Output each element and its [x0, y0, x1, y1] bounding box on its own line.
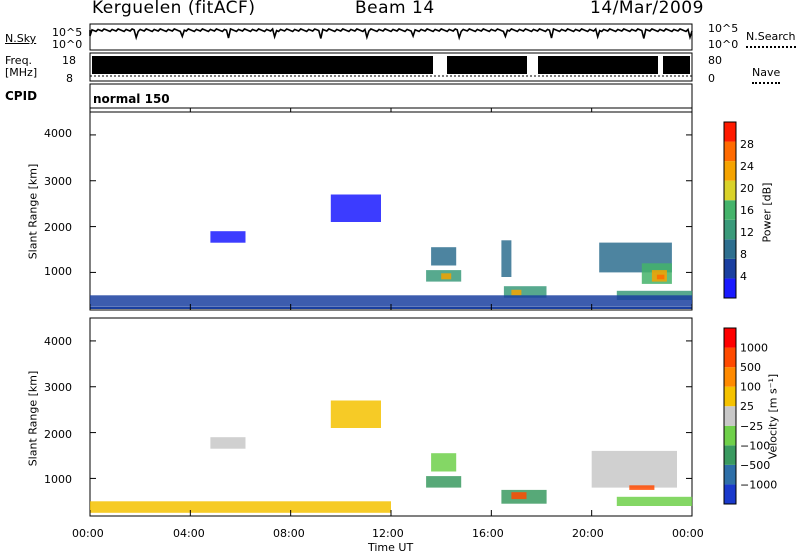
velocity-colorbar-tick-0: 1000 [740, 342, 768, 355]
station-title: Kerguelen (fitACF) [92, 0, 256, 18]
freq-block-2 [447, 56, 527, 74]
power-colorbar-seg-1 [724, 258, 736, 279]
power-colorbar-tick-0: 28 [740, 138, 754, 151]
velocity-colorbar-seg-0 [724, 484, 736, 504]
nsky-tick-low: 10^0 [52, 38, 83, 51]
xtick-2: 08:00 [273, 527, 305, 540]
velocity-cell-1 [426, 476, 462, 488]
power-cell-5 [511, 289, 522, 296]
beam-title: Beam 14 [355, 0, 435, 18]
power-colorbar-seg-0 [724, 278, 736, 298]
velocity-colorbar-seg-6 [724, 367, 736, 387]
power-colorbar-seg-6 [724, 161, 736, 181]
freq-block-4 [663, 56, 690, 74]
nsky-right-tick-low: 10^0 [708, 38, 739, 51]
velocity-colorbar-tick-5: −100 [740, 439, 770, 452]
velocity-colorbar-frame [723, 327, 737, 505]
nave-label: Nave [752, 66, 781, 84]
cpid-panel [89, 83, 693, 109]
cpid-label: CPID [5, 89, 38, 103]
power-cell-2 [441, 273, 452, 280]
freq-panel [89, 52, 693, 82]
power-cell-4 [503, 286, 547, 298]
power-colorbar-seg-8 [724, 122, 736, 142]
power-cell-11 [90, 295, 692, 307]
xtick-3: 12:00 [372, 527, 404, 540]
power-cell-9 [656, 274, 665, 280]
freq-block-3 [538, 56, 658, 74]
power-ytick-1000: 1000 [44, 265, 72, 278]
velocity-colorbar-tick-4: −25 [740, 420, 763, 433]
nsky-panel [89, 23, 693, 51]
nsky-label: N.Sky [5, 32, 37, 45]
velocity-colorbar-tick-3: 25 [740, 400, 754, 413]
velocity-colorbar-tick-6: −500 [740, 459, 770, 472]
velocity-colorbar-seg-7 [724, 347, 736, 368]
xtick-0: 00:00 [72, 527, 104, 540]
velocity-ytick-3000: 3000 [44, 381, 72, 394]
power-cell-0 [431, 247, 457, 266]
nave-tick-high: 80 [708, 54, 722, 67]
xtick-4: 16:00 [472, 527, 504, 540]
freq-tick-high: 18 [62, 54, 76, 67]
velocity-colorbar-seg-5 [724, 386, 736, 407]
power-colorbar-tick-1: 24 [740, 160, 754, 173]
velocity-cell-4 [591, 450, 677, 488]
velocity-colorbar-tick-1: 500 [740, 361, 761, 374]
power-panel [89, 111, 693, 311]
power-cell-12 [330, 194, 381, 222]
velocity-colorbar-seg-8 [724, 328, 736, 348]
power-colorbar-tick-2: 20 [740, 182, 754, 195]
velocity-colorbar-tick-2: 100 [740, 381, 761, 394]
xtick-5: 20:00 [572, 527, 604, 540]
velocity-cell-8 [330, 400, 381, 428]
power-cell-3 [501, 240, 512, 277]
freq-block-1 [92, 56, 433, 74]
velocity-ytick-1000: 1000 [44, 473, 72, 486]
velocity-ytick-4000: 4000 [44, 335, 72, 348]
nave-tick-low: 0 [708, 72, 715, 85]
power-colorbar-tick-4: 12 [740, 226, 754, 239]
nsky-trace [89, 27, 693, 41]
velocity-ytick-2000: 2000 [44, 428, 72, 441]
velocity-cell-0 [431, 453, 457, 472]
nsearch-label: N.Search [746, 30, 796, 48]
power-ytick-4000: 4000 [44, 127, 72, 140]
power-colorbar-seg-3 [724, 219, 736, 240]
velocity-cell-3 [511, 492, 527, 500]
power-colorbar-seg-5 [724, 180, 736, 201]
velocity-colorbar-seg-4 [724, 406, 736, 426]
power-colorbar-frame [723, 121, 737, 299]
velocity-colorbar-seg-2 [724, 445, 736, 465]
velocity-cell-6 [629, 485, 655, 490]
freq-unit: [MHz] [5, 66, 38, 79]
power-ytick-2000: 2000 [44, 221, 72, 234]
velocity-colorbar-tick-7: −1000 [740, 478, 777, 491]
velocity-cell-5 [616, 496, 693, 506]
velocity-colorbar-seg-3 [724, 425, 736, 446]
power-cell-13 [210, 231, 246, 243]
freq-label: Freq. [5, 54, 33, 67]
xtick-1: 04:00 [173, 527, 205, 540]
velocity-colorbar-seg-1 [724, 464, 736, 485]
nsky-right-tick-high: 10^5 [708, 22, 739, 35]
velocity-panel [89, 317, 693, 517]
power-colorbar-tick-6: 4 [740, 270, 747, 283]
xaxis-label: Time UT [368, 541, 414, 554]
freq-tick-low: 8 [66, 72, 73, 85]
xtick-6: 00:00 [672, 527, 704, 540]
velocity-cell-7 [90, 501, 391, 513]
power-colorbar-tick-5: 8 [740, 248, 747, 261]
power-colorbar-seg-7 [724, 141, 736, 162]
cpid-mode: normal 150 [93, 92, 170, 106]
date-title: 14/Mar/2009 [590, 0, 704, 18]
velocity-cell-9 [210, 437, 246, 449]
power-colorbar-tick-3: 16 [740, 204, 754, 217]
power-colorbar-seg-2 [724, 239, 736, 259]
nsky-tick-high: 10^5 [52, 26, 83, 39]
power-ytick-3000: 3000 [44, 175, 72, 188]
power-colorbar-seg-4 [724, 200, 736, 220]
